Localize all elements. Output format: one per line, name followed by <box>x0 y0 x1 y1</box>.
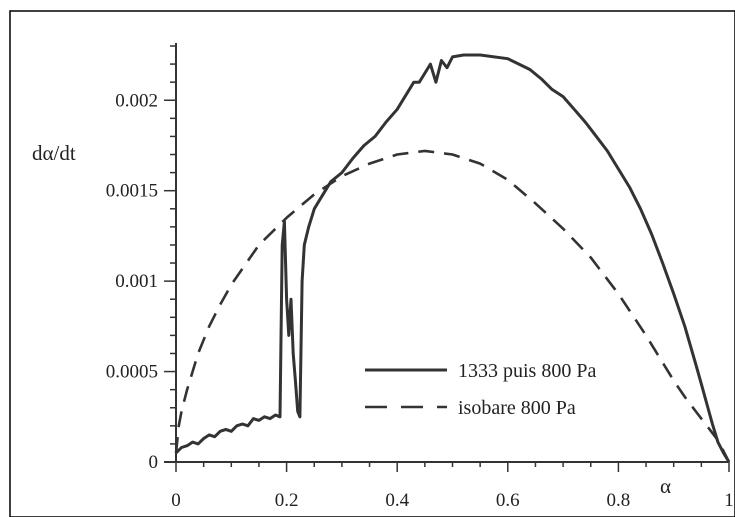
x-tick-label: 0.8 <box>607 490 631 511</box>
chart-frame <box>9 10 735 517</box>
x-axis: 0 0.2 0.4 0.6 0.8 1 <box>164 461 734 511</box>
y-axis-title: dα/dt <box>32 141 76 165</box>
y-tick-label: 0 <box>149 452 159 473</box>
x-tick-label: 0.6 <box>496 490 520 511</box>
series-line-2 <box>174 149 731 463</box>
legend-label-1: 1333 puis 800 Pa <box>458 360 596 382</box>
series-layer <box>174 53 731 463</box>
y-tick-label: 0.002 <box>115 90 158 111</box>
y-tick-label: 0.001 <box>115 271 158 292</box>
series-line-1 <box>174 53 731 463</box>
y-axis: 0 0.0005 0.001 0.0015 0.002 <box>106 43 177 473</box>
x-tick-label: 0.2 <box>275 490 299 511</box>
y-tick-label: 0.0005 <box>106 362 158 383</box>
x-tick-label: 1 <box>724 490 734 511</box>
legend: 1333 puis 800 Pa isobare 800 Pa <box>365 360 596 419</box>
x-tick-label: 0 <box>171 490 181 511</box>
legend-label-2: isobare 800 Pa <box>458 397 576 419</box>
x-tick-label: 0.4 <box>385 490 409 511</box>
y-tick-label: 0.0015 <box>106 181 158 202</box>
x-axis-title: α <box>660 474 671 498</box>
